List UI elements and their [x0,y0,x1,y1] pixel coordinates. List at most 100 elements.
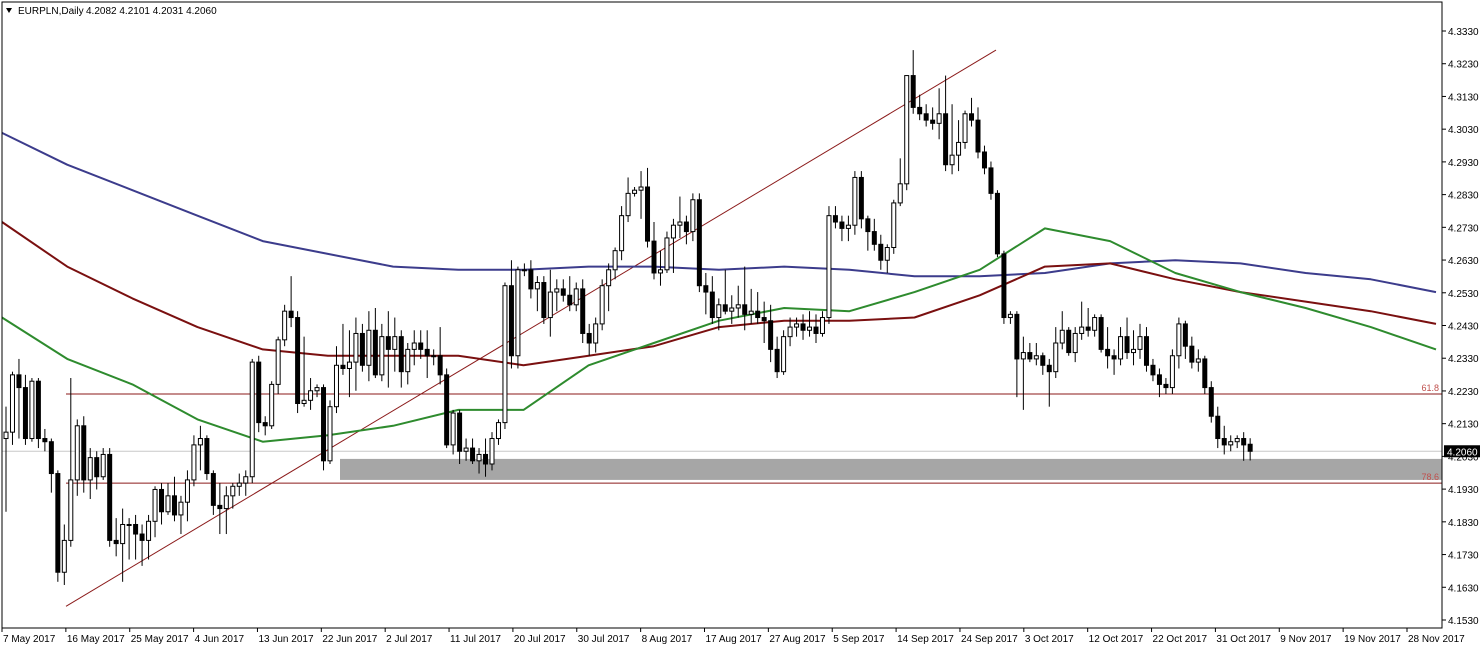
candle[interactable] [55,470,61,582]
candle[interactable] [1059,311,1065,350]
candle[interactable] [878,234,884,270]
candle[interactable] [696,193,702,293]
candle[interactable] [392,317,398,372]
candle[interactable] [1163,378,1169,394]
candle[interactable] [126,518,132,560]
candle[interactable] [230,483,236,509]
candle[interactable] [994,190,1000,258]
candle[interactable] [1033,343,1039,366]
candle[interactable] [768,304,774,363]
candle[interactable] [1092,314,1098,337]
candle[interactable] [534,276,540,312]
candle[interactable] [528,260,534,299]
candle[interactable] [366,311,372,382]
candle[interactable] [683,215,689,245]
dropdown-triangle-icon[interactable] [6,8,12,13]
candle[interactable] [42,428,48,452]
candle[interactable] [1014,311,1020,398]
candle[interactable] [1066,327,1072,356]
candle[interactable] [333,346,339,414]
candle[interactable] [243,470,249,496]
candle[interactable] [262,416,268,436]
candle[interactable] [923,104,929,127]
candle[interactable] [1241,432,1247,461]
candle[interactable] [1072,327,1078,363]
candle[interactable] [826,206,832,324]
candle[interactable] [547,269,553,337]
candle[interactable] [845,215,851,242]
candle[interactable] [1182,320,1188,359]
candle[interactable] [133,514,139,560]
candle[interactable] [9,371,15,445]
candle[interactable] [178,495,184,535]
candle[interactable] [379,323,385,382]
candle[interactable] [359,323,365,372]
ma-slow-line[interactable] [1,132,1437,294]
fib-trend-line[interactable] [65,49,997,607]
candle[interactable] [1020,336,1026,410]
candle[interactable] [236,473,242,496]
candle[interactable] [917,94,923,121]
candle[interactable] [171,476,177,522]
candle[interactable] [956,120,962,172]
candle[interactable] [521,263,527,277]
candle[interactable] [930,107,936,130]
candle[interactable] [703,272,709,315]
candle[interactable] [1040,352,1046,375]
candle[interactable] [755,292,761,324]
candle[interactable] [314,384,320,398]
candle[interactable] [385,311,391,388]
candle[interactable] [295,311,301,414]
candle[interactable] [794,317,800,337]
candle[interactable] [327,400,333,464]
candle[interactable] [1046,358,1052,407]
candle[interactable] [949,104,955,175]
candle[interactable] [586,323,592,356]
candle[interactable] [884,244,890,273]
candle[interactable] [910,50,916,114]
candle[interactable] [495,419,501,445]
candle[interactable] [94,451,100,490]
candle[interactable] [508,260,514,369]
candle[interactable] [22,374,28,445]
candle[interactable] [1124,317,1130,359]
candle[interactable] [405,343,411,385]
candle[interactable] [1098,314,1104,353]
candle[interactable] [606,263,612,312]
candle[interactable] [489,432,495,471]
candle[interactable] [1189,336,1195,369]
candle[interactable] [897,158,903,207]
candle[interactable] [269,381,275,429]
candle[interactable] [865,215,871,251]
candle[interactable] [1131,330,1137,366]
candle[interactable] [871,218,877,251]
candle[interactable] [308,378,314,410]
candle[interactable] [1228,435,1234,452]
candle[interactable] [68,378,74,547]
candle[interactable] [256,355,262,433]
candle[interactable] [1221,425,1227,455]
candle[interactable] [1001,250,1007,324]
candle[interactable] [858,171,864,229]
candle[interactable] [839,215,845,242]
candle[interactable] [1169,349,1175,394]
candle[interactable] [807,311,813,337]
candle[interactable] [288,276,294,328]
candle[interactable] [483,438,489,477]
candle[interactable] [165,483,171,515]
candle[interactable] [1234,435,1240,449]
candle[interactable] [709,276,715,324]
candle[interactable] [74,419,80,496]
candle[interactable] [48,438,54,493]
candle[interactable] [340,323,346,375]
candle[interactable] [346,330,352,398]
candle[interactable] [832,206,838,229]
candle[interactable] [81,416,87,493]
candle[interactable] [800,314,806,340]
candle[interactable] [742,266,748,331]
candle[interactable] [975,107,981,159]
candle[interactable] [943,75,949,172]
candle[interactable] [139,524,145,566]
candle[interactable] [729,295,735,324]
